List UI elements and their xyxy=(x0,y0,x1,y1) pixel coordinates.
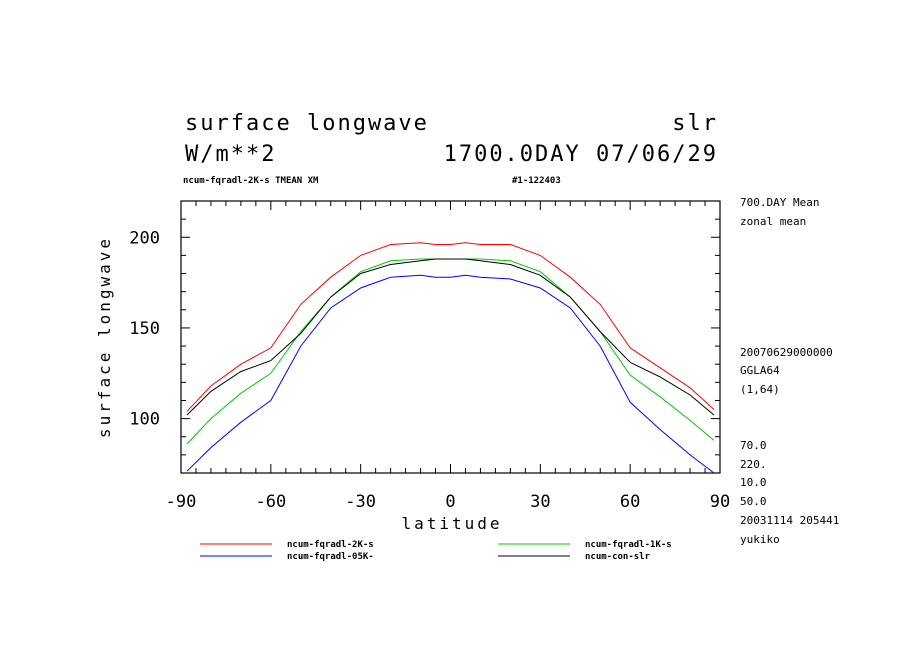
side-info-line: GGLA64 xyxy=(740,364,780,377)
chart-title: surface longwave xyxy=(185,111,429,136)
x-tick-label: 0 xyxy=(445,492,455,512)
side-info-line: (1,64) xyxy=(740,383,780,396)
y-tick-label: 150 xyxy=(129,319,160,339)
x-tick-label: -30 xyxy=(345,492,376,512)
side-info-line: 50.0 xyxy=(740,495,767,508)
time-label: 1700.0DAY 07/06/29 xyxy=(444,142,718,167)
variable-name: slr xyxy=(672,111,718,136)
series-line-2 xyxy=(186,274,715,473)
side-info-line: 20031114 205441 xyxy=(740,514,839,527)
legend-label-05k: ncum-fqradl-05K- xyxy=(287,552,374,562)
x-tick-label: 90 xyxy=(710,492,730,512)
side-info-line: yukiko xyxy=(740,533,780,546)
series-line-0 xyxy=(186,242,715,412)
run-id-label: #1-122403 xyxy=(512,176,561,186)
legend-label-2k: ncum-fqradl-2K-s xyxy=(287,540,374,550)
side-info-line: 10.0 xyxy=(740,476,767,489)
series-line-3 xyxy=(186,258,715,416)
side-info-line: zonal mean xyxy=(740,215,806,228)
side-info-line: 700.DAY Mean xyxy=(740,196,819,209)
plot-frame xyxy=(180,200,721,474)
side-info: 700.DAY Mean zonal mean 20070629000000 G… xyxy=(740,196,839,546)
legend-label-con: ncum-con-slr xyxy=(585,552,651,562)
side-info-line: 70.0 xyxy=(740,439,767,452)
legend-label-1k: ncum-fqradl-1K-s xyxy=(585,540,672,550)
unit-label: W/m**2 xyxy=(185,142,276,167)
axis-ticks xyxy=(180,201,721,473)
y-tick-label: 200 xyxy=(129,228,160,248)
y-tick-labels: 100 150 200 xyxy=(129,228,160,429)
y-axis-label: surface longwave xyxy=(95,236,114,438)
run-label: ncum-fqradl-2K-s TMEAN XM xyxy=(183,176,319,186)
side-info-line: 220. xyxy=(740,458,767,471)
x-tick-label: -90 xyxy=(166,492,197,512)
legend: ncum-fqradl-2K-s ncum-fqradl-1K-s ncum-f… xyxy=(200,540,672,562)
series-lines xyxy=(186,242,715,473)
y-tick-label: 100 xyxy=(129,410,160,430)
side-info-line: 20070629000000 xyxy=(740,346,833,359)
x-tick-label: 60 xyxy=(620,492,640,512)
x-tick-label: 30 xyxy=(530,492,550,512)
x-axis-label: latitude xyxy=(401,514,502,533)
x-tick-labels: -90 -60 -30 0 30 60 90 xyxy=(166,492,731,512)
x-tick-label: -60 xyxy=(255,492,286,512)
